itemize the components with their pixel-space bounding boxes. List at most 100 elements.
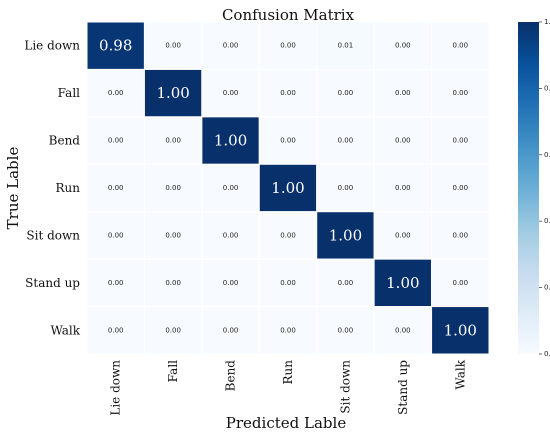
cell-value-label: 0.00: [280, 42, 296, 50]
cell-value-label: 0.00: [452, 231, 468, 239]
cell-value-label: 0.00: [223, 326, 239, 334]
colorbar-tick-label: 1.0: [544, 18, 550, 26]
heatmap-cell: [258, 258, 318, 308]
cell-value-label: 0.00: [165, 231, 181, 239]
row-tick-labels: Lie down Fall Bend Run Sit down Stand up Walk: [24, 39, 80, 338]
heatmap-cell: [143, 21, 203, 70]
heatmap-cell: [86, 306, 145, 355]
colorbar-tick-label: 0.2: [544, 284, 550, 292]
heatmap-cell: [86, 68, 145, 118]
cell-value-label: 0.00: [338, 137, 354, 145]
cell-value-label: 0.00: [108, 326, 124, 334]
row-tick-label: Bend: [49, 134, 81, 148]
cell-value-label: 0.00: [165, 279, 181, 287]
colorbar-tick-label: 0.8: [544, 84, 550, 92]
row-tick-label: Walk: [50, 323, 80, 337]
cell-value-label: 0.00: [223, 231, 239, 239]
cell-value-label: 0.00: [165, 326, 181, 334]
cell-value-label: 0.00: [280, 279, 296, 287]
cell-value-label: 0.00: [452, 279, 468, 287]
cell-value-label: 0.00: [395, 137, 411, 145]
cell-value-label: 0.00: [165, 137, 181, 145]
heatmap-cell: [201, 21, 260, 70]
heatmap-cell: [431, 258, 490, 308]
heatmap-cell-labels: 0.98 0.00 0.00 0.00 0.01 0.00 0.00 0.00 1.00 0.00…: [99, 37, 477, 340]
heatmap-cells: [86, 21, 490, 355]
heatmap-cell: [316, 116, 375, 165]
heatmap-cell: [143, 258, 203, 308]
cell-value-label: 0.00: [223, 184, 239, 192]
y-axis-label: True Lable: [4, 147, 22, 230]
cell-value-label: 0.00: [395, 42, 411, 50]
heatmap-cell: [86, 258, 145, 308]
x-axis-label: Predicted Lable: [226, 414, 347, 432]
cell-value-label: 0.00: [338, 89, 354, 97]
heatmap-cell: [143, 116, 203, 165]
cell-value-label: 0.00: [280, 326, 296, 334]
cell-value-label: 0.00: [108, 184, 124, 192]
cell-value-label: 1.00: [214, 132, 247, 150]
column-tick-label: Run: [281, 360, 295, 385]
heatmap-cell: [258, 306, 318, 355]
heatmap-cell: [201, 211, 260, 260]
row-tick-label: Sit down: [26, 228, 80, 242]
row-tick-label: Lie down: [24, 39, 80, 53]
column-tick-label: Walk: [453, 359, 467, 389]
cell-value-label: 0.98: [99, 37, 132, 55]
heatmap-cell: [201, 116, 260, 165]
row-tick-label: Run: [56, 181, 81, 195]
cell-value-label: 0.00: [280, 137, 296, 145]
column-tick-label: Lie down: [109, 360, 123, 416]
cell-value-label: 0.00: [280, 89, 296, 97]
heatmap-cell: [201, 306, 260, 355]
colorbar-tick-label: 0.6: [544, 151, 550, 159]
cell-value-label: 0.00: [108, 231, 124, 239]
colorbar-tick-label: 0.4: [544, 217, 550, 225]
colorbar: [518, 22, 539, 354]
cell-value-label: 0.00: [108, 89, 124, 97]
heatmap-cell: [86, 163, 145, 213]
heatmap-cell: [201, 68, 260, 118]
cell-value-label: 0.00: [452, 89, 468, 97]
heatmap-cell: [316, 258, 375, 308]
row-tick-label: Stand up: [25, 276, 80, 290]
heatmap-cell: [431, 116, 490, 165]
cell-value-label: 0.00: [395, 89, 411, 97]
cell-value-label: 0.00: [223, 279, 239, 287]
cell-value-label: 1.00: [444, 321, 477, 339]
heatmap-cell: [431, 68, 490, 118]
heatmap-cell: [373, 21, 433, 70]
cell-value-label: 0.00: [108, 137, 124, 145]
cell-value-label: 0.00: [395, 231, 411, 239]
heatmap-cell: [373, 163, 433, 213]
heatmap-cell: [86, 21, 145, 70]
cell-value-label: 0.00: [338, 326, 354, 334]
cell-value-label: 0.00: [165, 42, 181, 50]
heatmap-cell: [86, 211, 145, 260]
heatmap-cell: [316, 306, 375, 355]
cell-value-label: 0.00: [338, 279, 354, 287]
cell-value-label: 0.00: [338, 184, 354, 192]
cell-value-label: 0.00: [223, 89, 239, 97]
cell-value-label: 0.00: [452, 137, 468, 145]
heatmap-cell: [431, 163, 490, 213]
colorbar-ticks: 0.0 0.2 0.4 0.6 0.8 1.0: [539, 18, 550, 358]
column-tick-label: Sit down: [338, 360, 352, 414]
cell-value-label: 0.00: [108, 279, 124, 287]
column-tick-label: Bend: [224, 360, 238, 392]
colorbar-tick-label: 0.0: [544, 350, 550, 358]
column-tick-label: Fall: [166, 360, 180, 383]
heatmap-cell: [316, 68, 375, 118]
cell-value-label: 0.00: [223, 42, 239, 50]
heatmap-cell: [258, 163, 318, 213]
cell-value-label: 0.01: [338, 42, 354, 50]
column-tick-labels: Lie down Fall Bend Run Sit down Stand up Walk: [109, 359, 468, 415]
heatmap-cell: [373, 116, 433, 165]
cell-value-label: 0.00: [395, 326, 411, 334]
cell-value-label: 1.00: [329, 226, 362, 244]
cell-value-label: 0.00: [280, 231, 296, 239]
cell-value-label: 0.00: [395, 184, 411, 192]
row-tick-label: Fall: [58, 86, 81, 100]
chart-title: Confusion Matrix: [222, 6, 355, 24]
